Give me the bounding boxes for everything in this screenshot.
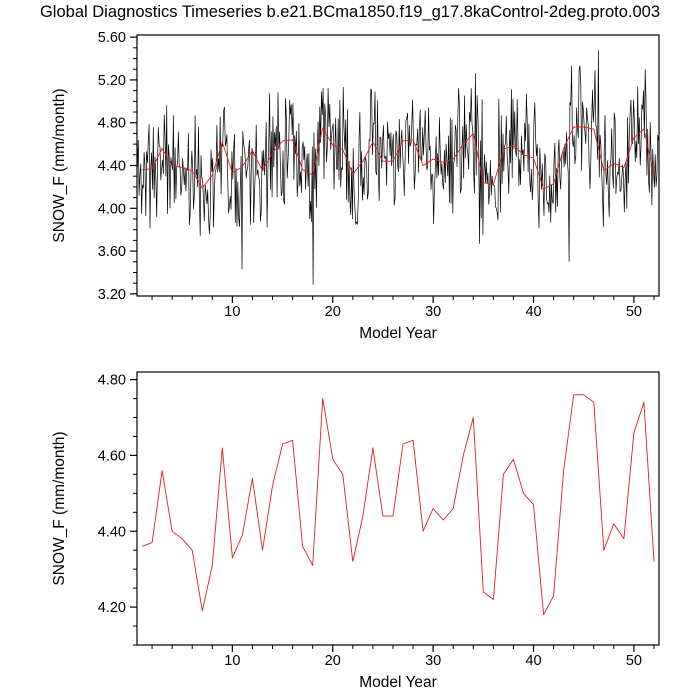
y-tick-label: 5.20 [98, 73, 126, 89]
x-tick-label: 30 [425, 653, 441, 669]
y-axis: 3.20 3.60 4.00 4.40 4.80 5.20 5.60 [98, 30, 137, 303]
x-axis-title: Model Year [359, 674, 437, 691]
y-axis: 4.20 4.40 4.60 4.80 [98, 373, 137, 646]
x-tick-label: 10 [224, 653, 240, 669]
y-axis-title: SNOW_F (mm/month) [51, 88, 68, 242]
x-tick-label: 10 [224, 304, 240, 320]
x-tick-label: 20 [325, 304, 341, 320]
y-tick-label: 3.60 [98, 244, 126, 260]
x-axis: 10 20 30 40 50 [151, 296, 655, 320]
x-axis-title: Model Year [359, 325, 437, 342]
y-tick-label: 4.80 [98, 373, 126, 389]
x-axis: 10 20 30 40 50 [151, 645, 655, 669]
x-tick-label: 50 [626, 653, 642, 669]
chart-panel-top: 10 20 30 40 50 3.20 3.60 4.00 4.40 4.80 5.20 5.60 Mo… [51, 30, 660, 342]
y-tick-label: 3.20 [98, 287, 126, 303]
series-annual-mean-snow-f [141, 126, 655, 190]
series-group [137, 50, 659, 285]
x-tick-label: 30 [425, 304, 441, 320]
plot-frame [136, 371, 660, 646]
x-tick-label: 50 [626, 304, 642, 320]
y-tick-label: 4.80 [98, 116, 126, 132]
y-axis-title: SNOW_F (mm/month) [51, 431, 68, 585]
series-annual-mean-snow-f [141, 394, 655, 616]
x-tick-label: 40 [525, 653, 541, 669]
y-tick-label: 5.60 [98, 30, 126, 46]
figure-title: Global Diagnostics Timeseries b.e21.BCma… [40, 3, 660, 21]
y-tick-label: 4.20 [98, 600, 126, 616]
series-group [141, 394, 655, 616]
y-tick-label: 4.00 [98, 201, 126, 217]
x-tick-label: 20 [325, 653, 341, 669]
series-monthly-snow-f [137, 50, 659, 285]
chart-panel-bottom: 10 20 30 40 50 4.20 4.40 4.60 4.80 Model Year SNOW… [51, 371, 660, 691]
charts-group: 10 20 30 40 50 3.20 3.60 4.00 4.40 4.80 5.20 5.60 Mo… [51, 30, 660, 691]
y-tick-label: 4.40 [98, 524, 126, 540]
x-tick-label: 40 [525, 304, 541, 320]
y-tick-label: 4.60 [98, 448, 126, 464]
y-tick-label: 4.40 [98, 159, 126, 175]
